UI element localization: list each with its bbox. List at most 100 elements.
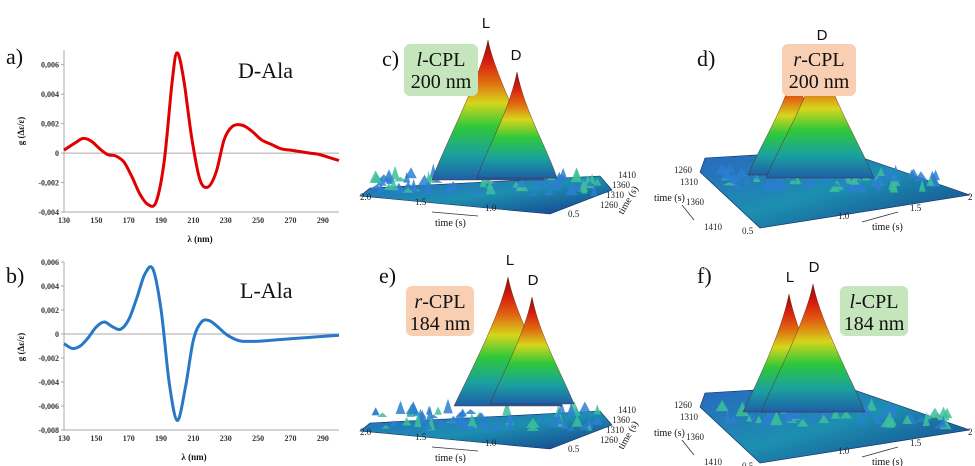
- noise-spike: [735, 168, 748, 179]
- depth-tick-label: 1360: [686, 197, 705, 207]
- cpl-condition-box: [404, 44, 478, 96]
- noise-spike: [502, 400, 512, 416]
- x-tick-label: 210: [187, 216, 199, 225]
- depth-axis-label: time (s): [654, 193, 685, 204]
- noise-spike: [723, 408, 731, 424]
- y-tick-label: 0: [55, 330, 59, 339]
- noise-spike: [544, 186, 554, 196]
- time-axis-label: time (s): [435, 218, 466, 229]
- x-tick-label: 250: [252, 216, 264, 225]
- noise-spike: [566, 184, 580, 190]
- noise-spike: [570, 167, 583, 183]
- y-tick-label: -0,002: [38, 354, 59, 363]
- noise-spike: [476, 412, 486, 419]
- peak-label-D: D: [528, 272, 539, 289]
- noise-spike: [381, 425, 390, 429]
- noise-spike: [828, 187, 841, 192]
- noise-spike: [390, 420, 398, 427]
- noise-spike: [540, 416, 547, 425]
- cpl-wavelength-label: 200 nm: [411, 71, 472, 93]
- depth-tick-label: 1310: [606, 425, 625, 435]
- noise-spike: [715, 400, 729, 412]
- noise-spike: [405, 167, 417, 179]
- noise-spike: [371, 407, 380, 415]
- noise-spike: [552, 179, 562, 186]
- noise-spike: [942, 407, 953, 419]
- noise-spike: [481, 178, 495, 184]
- noise-spike: [940, 415, 947, 428]
- noise-spike: [556, 174, 567, 179]
- noise-spike: [818, 414, 830, 424]
- noise-spike: [876, 167, 885, 176]
- panel-b: b) L-Ala 130 150 170 190 210 230 250 270 290 -0,0…: [6, 258, 340, 462]
- noise-spike: [591, 415, 603, 425]
- time-tick-label: 2: [968, 427, 973, 437]
- noise-spike: [403, 171, 411, 183]
- time-tick-label: 1.0: [838, 446, 850, 456]
- noise-spike: [796, 418, 809, 427]
- x-tick-label: 150: [90, 434, 102, 443]
- series-line-L-Ala: [63, 265, 340, 422]
- time-tick-label: 1.5: [910, 438, 922, 448]
- noise-spike: [403, 181, 414, 190]
- noise-spike: [746, 415, 753, 422]
- noise-spike: [456, 418, 468, 430]
- panel-f-label: f): [697, 263, 712, 288]
- noise-spike: [479, 174, 487, 188]
- x-tick-label: 250: [252, 434, 264, 443]
- noise-spike: [890, 406, 898, 418]
- noise-spike: [557, 401, 566, 415]
- noise-spike: [370, 184, 384, 189]
- depth-tick-label: 1260: [674, 165, 693, 175]
- noise-spike: [477, 420, 488, 428]
- noise-spike: [872, 413, 881, 423]
- panel-a-ylabel: g (Δε/ε): [16, 117, 26, 146]
- panel-b-series-label: L-Ala: [240, 278, 293, 303]
- noise-spike: [504, 414, 516, 423]
- peak-label-D: D: [511, 47, 522, 64]
- time-tick-label: 1.5: [910, 203, 922, 213]
- noise-spike: [527, 191, 539, 196]
- noise-spike: [751, 174, 760, 179]
- time-axis-arrow: [431, 446, 479, 452]
- noise-spike: [565, 184, 578, 196]
- peak-D: [489, 296, 575, 405]
- noise-spike: [560, 418, 569, 430]
- depth-tick-label: 1410: [704, 457, 723, 466]
- cpl-condition-box: [406, 286, 474, 336]
- time-tick-label: 1.5: [415, 197, 427, 207]
- noise-spike: [567, 426, 576, 431]
- noise-spike: [467, 419, 475, 427]
- noise-spike: [402, 187, 414, 193]
- y-tick-label: 0,002: [41, 120, 59, 129]
- noise-spike: [369, 170, 382, 183]
- noise-spike: [388, 179, 399, 191]
- time-axis-label: time (s): [872, 457, 903, 466]
- noise-spike: [733, 184, 744, 190]
- peak-label-L: L: [506, 252, 514, 269]
- noise-spike: [505, 418, 515, 430]
- depth-tick-label: 1360: [686, 432, 705, 442]
- x-tick-label: 270: [284, 216, 296, 225]
- y-tick-label: -0,006: [38, 402, 59, 411]
- time-axis-arrow: [861, 211, 899, 223]
- y-tick-label: 0,004: [41, 282, 59, 291]
- noise-spike: [801, 181, 814, 189]
- time-axis-arrow: [431, 211, 479, 217]
- time-axis-arrow: [861, 446, 899, 458]
- depth-tick-label: 1410: [618, 405, 637, 415]
- y-tick-label: 0: [55, 149, 59, 158]
- noise-spike: [428, 414, 439, 419]
- depth-tick-label: 1260: [600, 435, 619, 445]
- depth-tick-label: 1360: [612, 180, 631, 190]
- noise-spike: [922, 411, 930, 426]
- peak-label-D: D: [809, 259, 820, 276]
- noise-spike: [728, 415, 739, 424]
- cpl-wavelength-label: 200 nm: [789, 71, 850, 93]
- x-tick-label: 170: [123, 434, 135, 443]
- noise-spike: [872, 175, 887, 187]
- noise-spike: [443, 398, 453, 414]
- noise-spike: [770, 410, 783, 426]
